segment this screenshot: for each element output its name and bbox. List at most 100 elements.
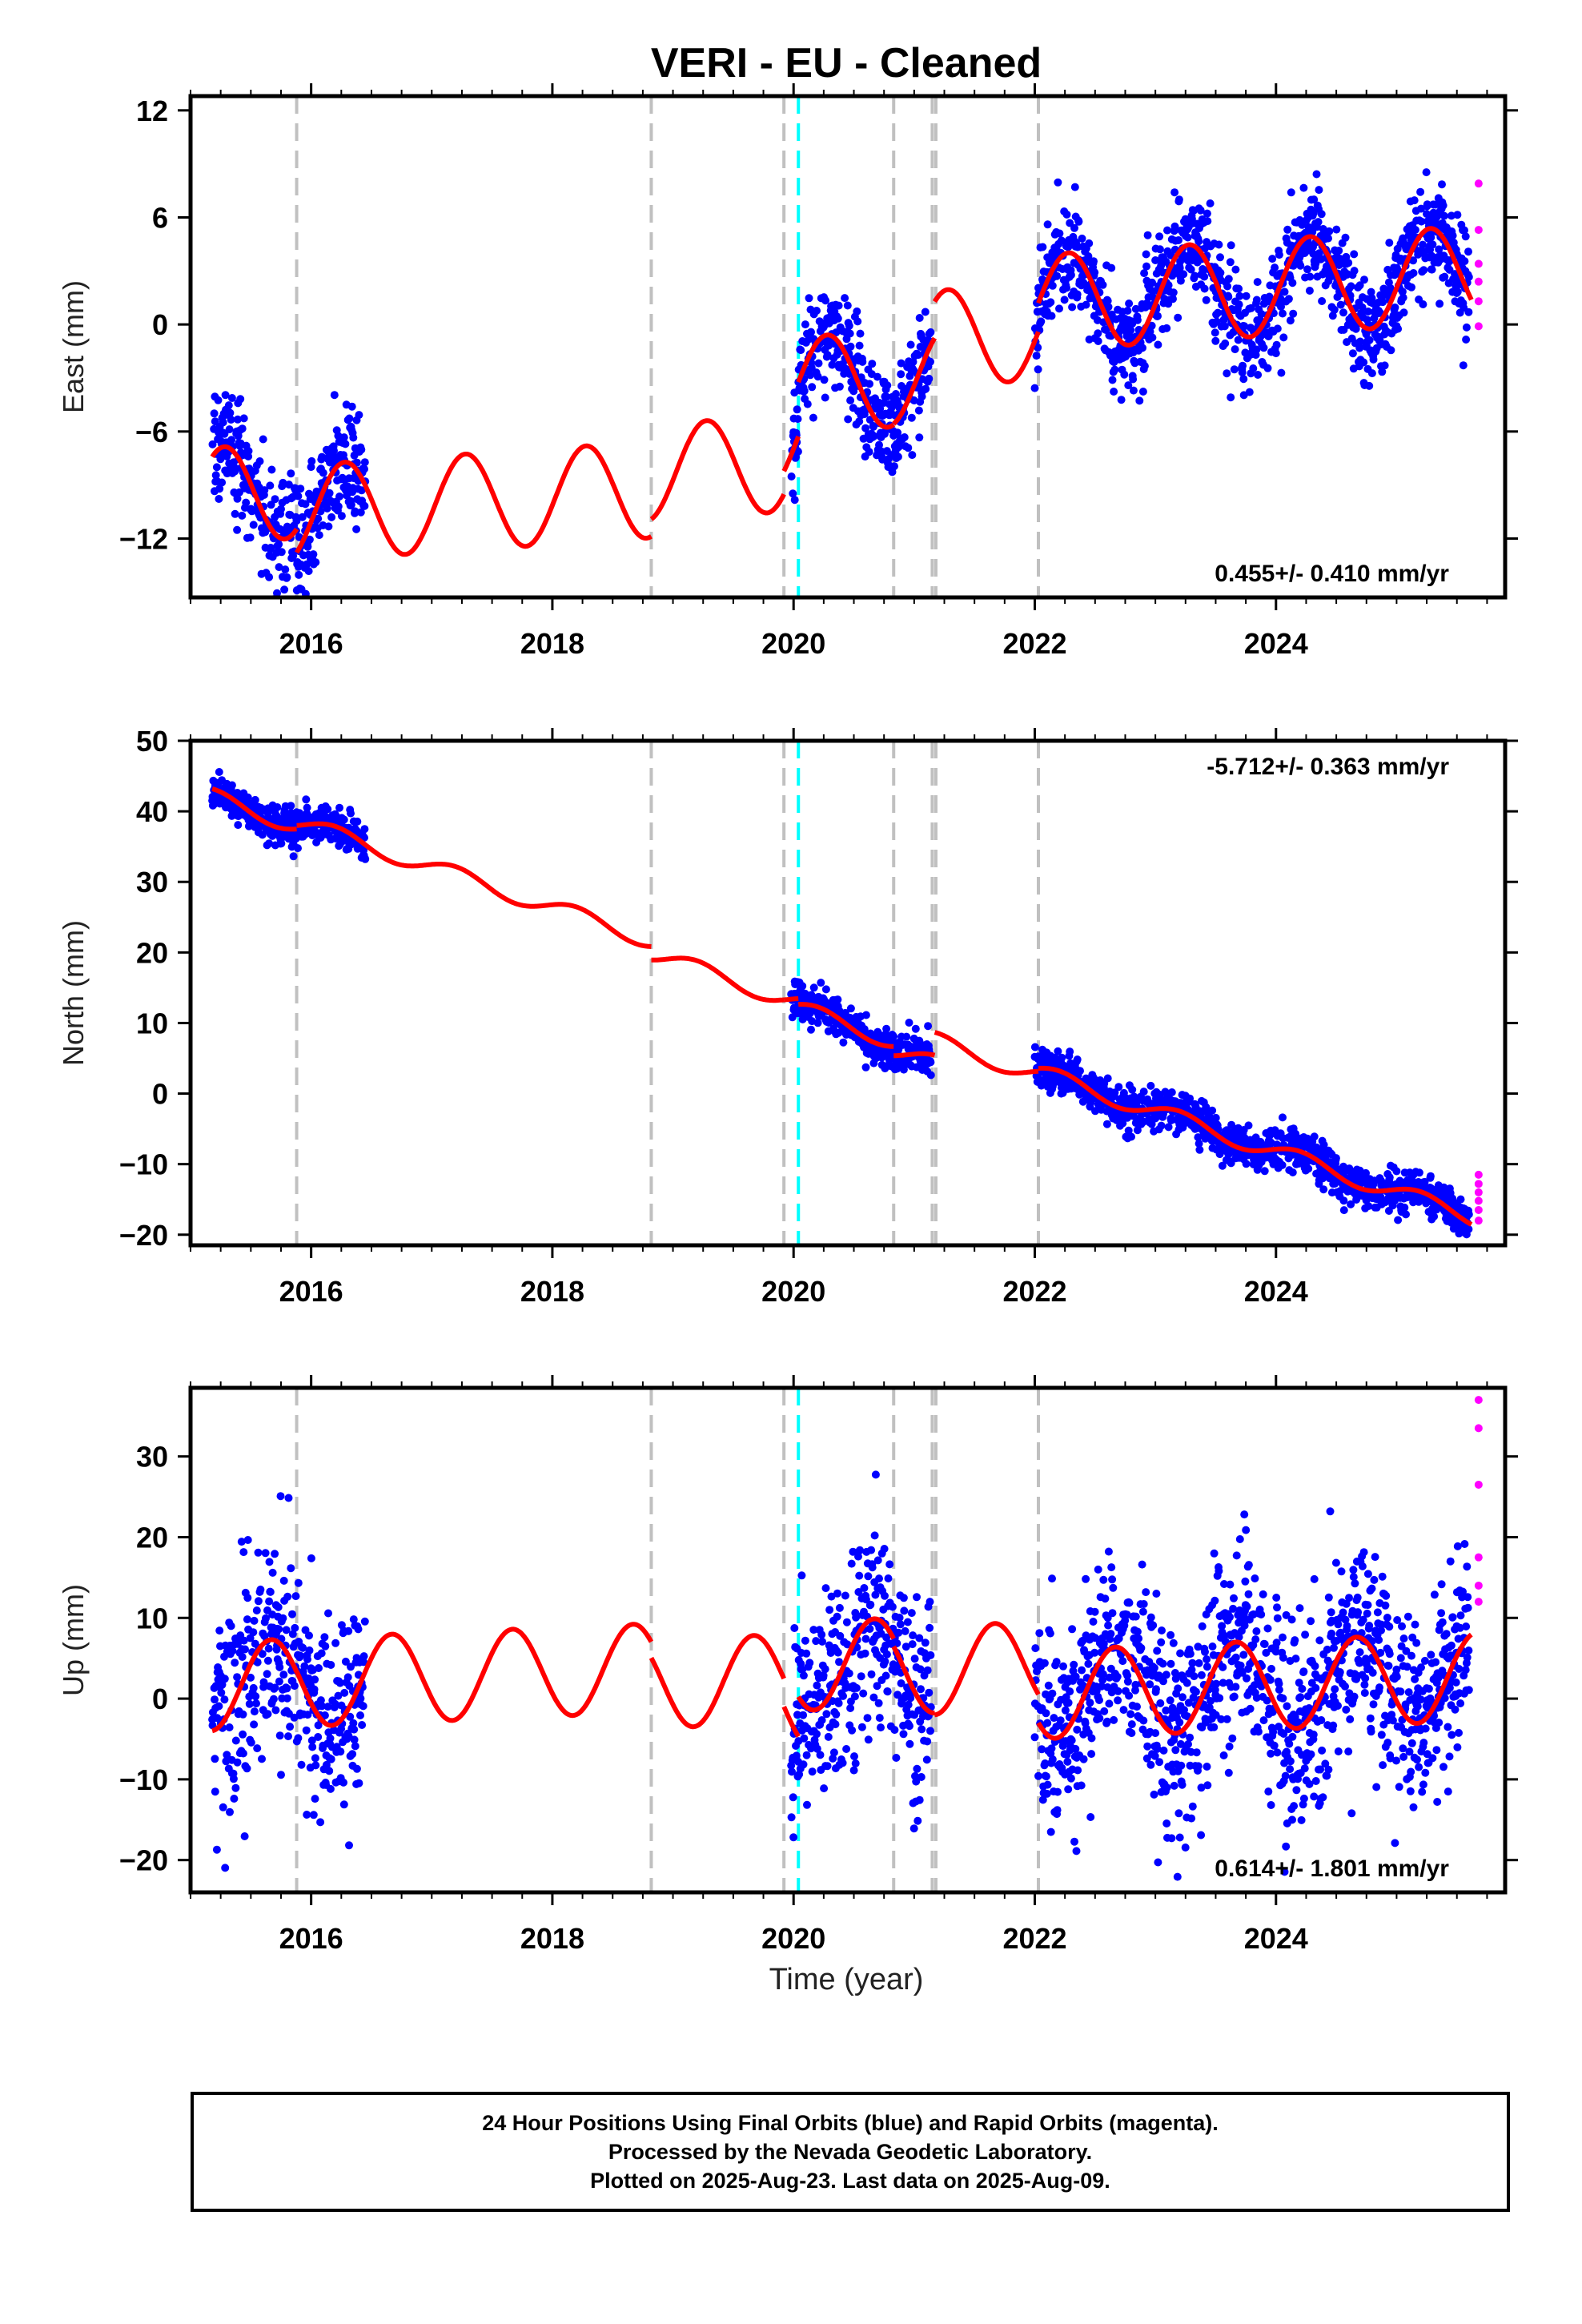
final-orbit-point xyxy=(926,1727,934,1735)
final-orbit-point xyxy=(247,1673,255,1682)
final-orbit-point xyxy=(1235,292,1244,300)
final-orbit-point xyxy=(1355,281,1364,290)
final-orbit-point xyxy=(1068,1625,1077,1634)
final-orbit-point xyxy=(300,1662,309,1671)
final-orbit-point xyxy=(817,1630,826,1639)
final-orbit-point xyxy=(294,1734,303,1743)
final-orbit-point xyxy=(1087,1734,1096,1743)
final-orbit-point xyxy=(1242,1160,1251,1168)
x-tick-label: 2022 xyxy=(1002,1275,1066,1308)
final-orbit-point xyxy=(231,464,239,472)
final-orbit-point xyxy=(921,384,930,393)
final-orbit-point xyxy=(1123,1677,1132,1686)
final-orbit-point xyxy=(867,1670,876,1679)
final-orbit-point xyxy=(305,1631,313,1640)
final-orbit-point xyxy=(1133,1627,1142,1636)
final-orbit-point xyxy=(926,1623,934,1632)
final-orbit-point xyxy=(845,321,853,330)
final-orbit-point xyxy=(1331,1154,1340,1163)
final-orbit-point xyxy=(1206,199,1215,207)
final-orbit-point xyxy=(1142,1588,1150,1597)
final-orbit-point xyxy=(234,821,243,830)
final-orbit-point xyxy=(1066,1047,1074,1056)
final-orbit-point xyxy=(344,1626,353,1635)
final-orbit-point xyxy=(1156,1699,1165,1707)
final-orbit-point xyxy=(1245,388,1254,396)
final-orbit-point xyxy=(1062,210,1071,219)
final-orbit-point xyxy=(857,1723,866,1731)
final-orbit-point xyxy=(821,296,830,305)
final-orbit-point xyxy=(1123,1671,1132,1680)
final-orbit-point xyxy=(227,416,235,424)
final-orbit-point xyxy=(350,1725,359,1734)
final-orbit-point xyxy=(875,1714,884,1723)
final-orbit-point xyxy=(317,1649,326,1658)
final-orbit-point xyxy=(290,1682,299,1691)
final-orbit-point xyxy=(813,307,821,315)
final-orbit-point xyxy=(926,1071,935,1080)
final-orbit-point xyxy=(802,1649,811,1658)
final-orbit-point xyxy=(239,1710,247,1719)
final-orbit-point xyxy=(818,1637,826,1646)
final-orbit-point xyxy=(357,486,366,495)
final-orbit-point xyxy=(355,1779,363,1787)
final-orbit-point xyxy=(1166,1696,1174,1705)
final-orbit-point xyxy=(1464,308,1473,316)
final-orbit-point xyxy=(301,500,310,509)
final-orbit-point xyxy=(868,1563,877,1572)
final-orbit-point xyxy=(1263,364,1272,372)
final-orbit-point xyxy=(299,1643,307,1652)
final-orbit-point xyxy=(1216,268,1225,277)
final-orbit-point xyxy=(1125,300,1134,308)
final-orbit-point xyxy=(238,424,247,433)
final-orbit-point xyxy=(1364,1202,1373,1211)
final-orbit-point xyxy=(893,452,902,461)
final-orbit-point xyxy=(835,1603,844,1612)
final-orbit-point xyxy=(275,1625,283,1634)
final-orbit-point xyxy=(1030,1733,1039,1742)
final-orbit-point xyxy=(277,548,286,557)
final-orbit-point xyxy=(1090,1648,1099,1657)
final-orbit-point xyxy=(787,1813,796,1822)
final-orbit-point xyxy=(265,1558,274,1566)
final-orbit-point xyxy=(910,1655,919,1663)
final-orbit-point xyxy=(813,1681,821,1690)
final-orbit-point xyxy=(242,498,251,507)
final-orbit-point xyxy=(1143,1742,1152,1751)
x-tick-label: 2016 xyxy=(279,627,343,660)
y-axis-label: East (mm) xyxy=(57,280,90,413)
final-orbit-point xyxy=(860,1584,869,1592)
final-orbit-point xyxy=(1223,369,1231,378)
final-orbit-point xyxy=(1078,1666,1086,1675)
final-orbit-point xyxy=(827,1592,836,1601)
final-orbit-point xyxy=(221,1864,230,1872)
final-orbit-point xyxy=(864,1735,873,1744)
final-orbit-point xyxy=(1462,323,1471,332)
final-orbit-point xyxy=(1133,1126,1142,1135)
final-orbit-point xyxy=(836,1631,845,1640)
final-orbit-point xyxy=(1163,226,1171,235)
final-orbit-point xyxy=(267,501,275,509)
x-tick-label: 2020 xyxy=(761,627,825,660)
final-orbit-point xyxy=(275,1731,284,1740)
final-orbit-point xyxy=(1044,1681,1053,1690)
final-orbit-point xyxy=(1378,368,1387,376)
final-orbit-point xyxy=(249,1628,258,1637)
final-orbit-point xyxy=(1252,345,1261,354)
final-orbit-point xyxy=(341,1657,350,1666)
final-orbit-point xyxy=(903,1618,912,1626)
final-orbit-point xyxy=(821,1584,830,1593)
final-orbit-point xyxy=(869,432,878,440)
final-orbit-point xyxy=(799,1760,808,1769)
final-orbit-point xyxy=(853,317,862,326)
final-orbit-point xyxy=(900,1606,909,1615)
final-orbit-point xyxy=(892,1754,901,1762)
final-orbit-point xyxy=(1107,263,1116,272)
final-orbit-point xyxy=(303,1711,312,1719)
final-orbit-point xyxy=(1134,1634,1143,1642)
final-orbit-point xyxy=(345,414,354,423)
final-orbit-point xyxy=(1460,257,1469,266)
final-orbit-point xyxy=(1041,1759,1050,1767)
final-orbit-point xyxy=(1157,1638,1166,1647)
final-orbit-point xyxy=(882,1650,891,1659)
